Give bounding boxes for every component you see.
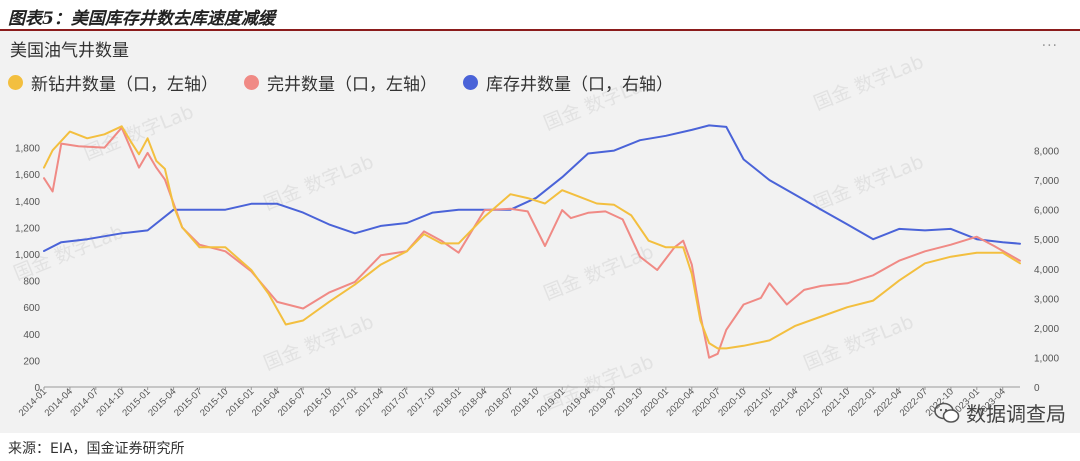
legend-label: 新钻井数量（口，左轴）: [31, 75, 218, 95]
wechat-badge: 数据调查局: [934, 398, 1066, 427]
legend-label: 完井数量（口，左轴）: [267, 75, 437, 95]
legend-swatch: [8, 75, 23, 90]
title-rule: [0, 29, 1080, 31]
legend-swatch: [244, 75, 259, 90]
series-line: [43, 125, 1021, 350]
source-note: 来源：EIA，国金证券研究所: [8, 441, 185, 457]
figure-title: 图表5：美国库存井数去库速度减缓: [8, 9, 275, 29]
y-right-tick-label: 6,000: [1034, 206, 1059, 217]
y-left-tick-label: 0: [34, 383, 40, 394]
y-left-tick-label: 600: [23, 303, 40, 314]
legend-item[interactable]: 库存井数量（口，右轴）: [463, 70, 673, 95]
y-left-tick-label: 800: [23, 277, 40, 288]
y-left-tick-label: 200: [23, 356, 40, 367]
y-right-tick-label: 0: [1034, 383, 1040, 394]
y-left-tick-label: 1,800: [15, 144, 40, 155]
chart-legend: 新钻井数量（口，左轴） 完井数量（口，左轴） 库存井数量（口，右轴）: [8, 70, 699, 95]
legend-item[interactable]: 完井数量（口，左轴）: [244, 70, 437, 95]
legend-label: 库存井数量（口，右轴）: [486, 75, 673, 95]
y-left-tick-label: 1,600: [15, 170, 40, 181]
wechat-label: 数据调查局: [966, 402, 1066, 426]
y-left-tick-label: 1,400: [15, 197, 40, 208]
chart-panel: [0, 31, 1080, 433]
series-line: [43, 126, 1021, 359]
y-left-tick-label: 1,200: [15, 223, 40, 234]
series-line: [43, 124, 1021, 252]
y-right-tick-label: 3,000: [1034, 294, 1059, 305]
y-right-tick-label: 1,000: [1034, 353, 1059, 364]
y-right-tick-label: 2,000: [1034, 324, 1059, 335]
legend-item[interactable]: 新钻井数量（口，左轴）: [8, 70, 218, 95]
y-left-tick-label: 1,000: [15, 250, 40, 261]
y-right-tick-label: 8,000: [1034, 147, 1059, 158]
y-right-tick-label: 7,000: [1034, 176, 1059, 187]
more-options-icon[interactable]: ···: [1041, 38, 1058, 54]
legend-swatch: [463, 75, 478, 90]
y-right-tick-label: 5,000: [1034, 235, 1059, 246]
y-right-tick-label: 4,000: [1034, 265, 1059, 276]
line-chart: 0 200 400 600 800 1,000 1,200 1,400 1,600 1,800 0 1…: [15, 124, 1059, 419]
wechat-icon: [934, 402, 960, 423]
chart-title: 美国油气井数量: [10, 41, 129, 61]
y-left-tick-label: 400: [23, 330, 40, 341]
